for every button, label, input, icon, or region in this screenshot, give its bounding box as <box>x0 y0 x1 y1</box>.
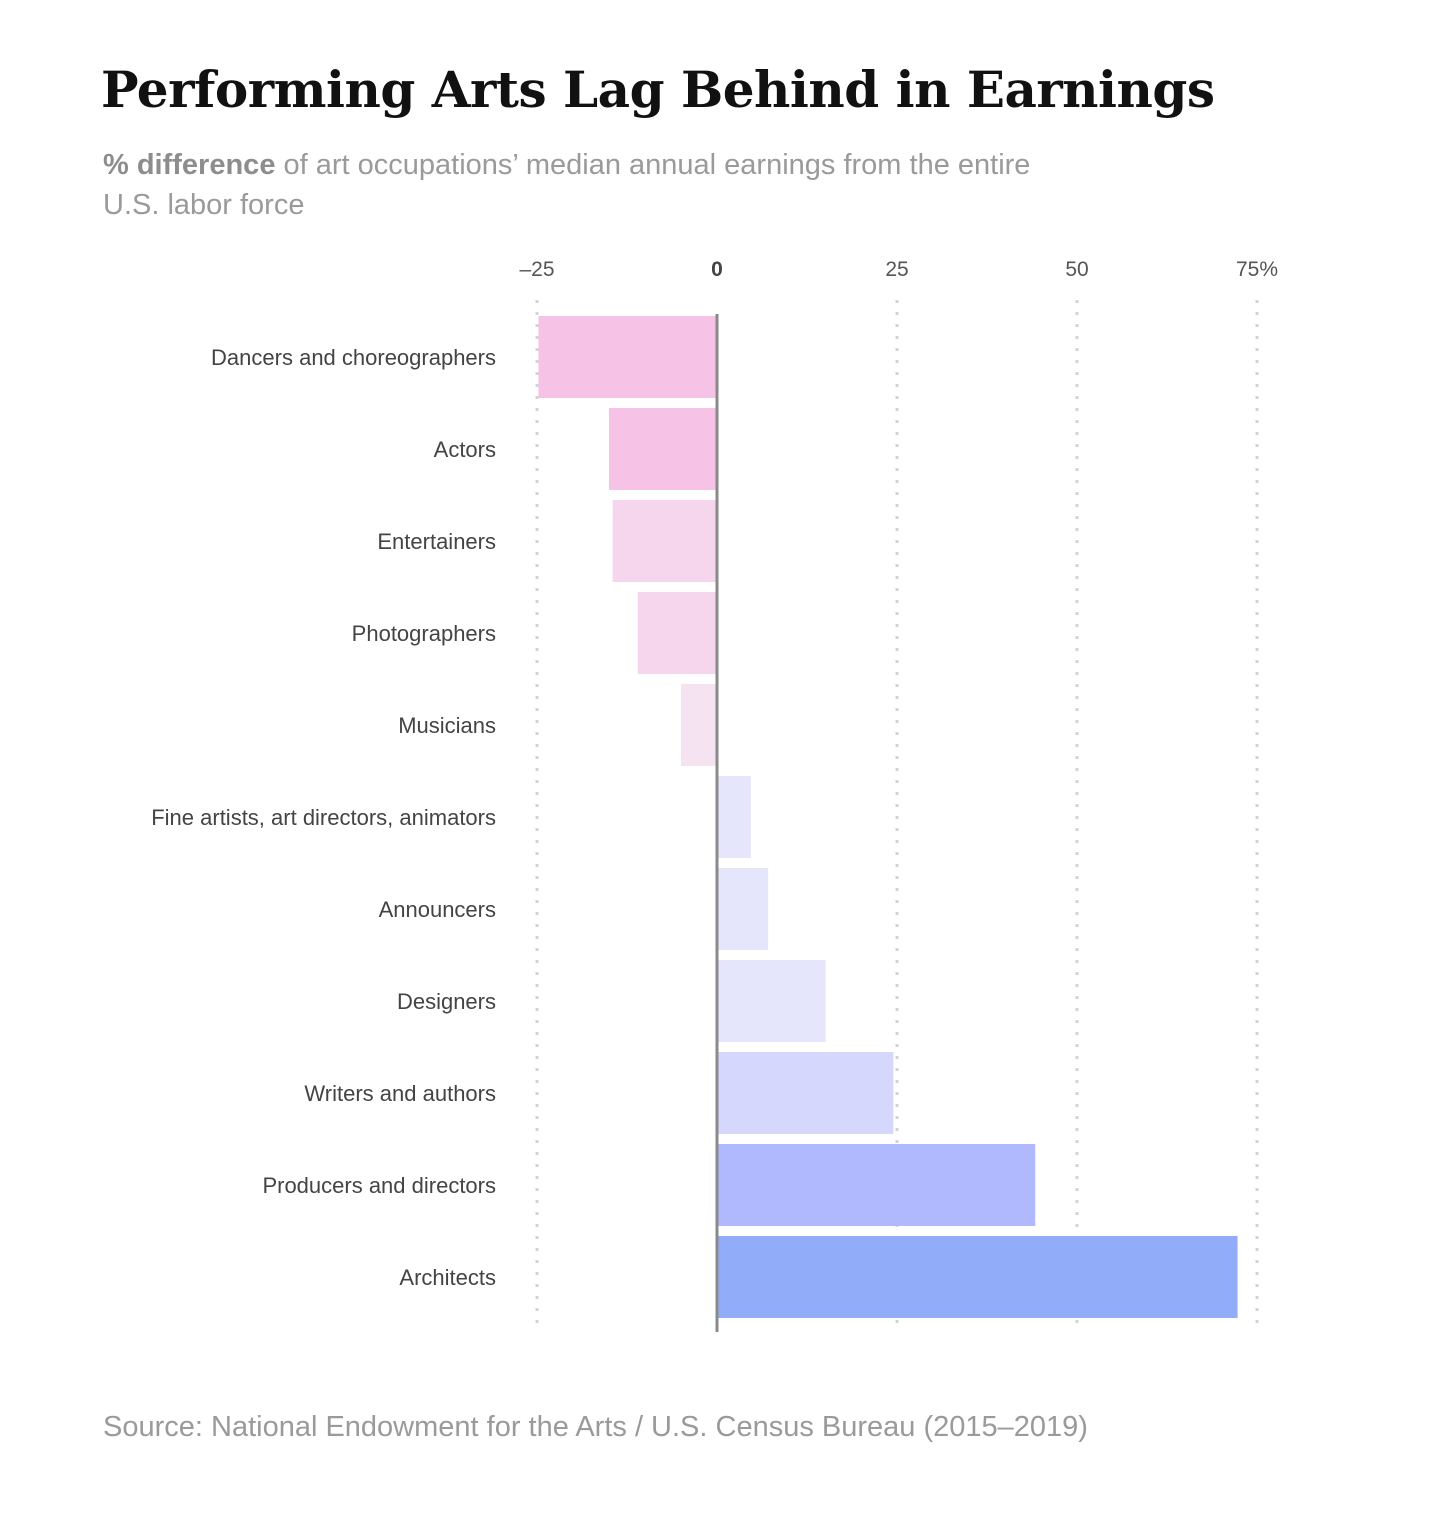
source-note: Source: National Endowment for the Arts … <box>103 1411 1088 1443</box>
bar-chart: –25 0 25 50 75% Dancers and choreographers Ac… <box>151 258 1278 1332</box>
category-label: Announcers <box>379 897 496 922</box>
category-labels: Dancers and choreographers Actors Entertai… <box>151 345 496 1290</box>
bar <box>637 592 717 674</box>
x-tick-label: 25 <box>885 258 908 281</box>
subtitle-text: of art occupations’ median annual earnin… <box>103 149 1031 221</box>
category-label: Fine artists, art directors, animators <box>151 805 496 830</box>
category-label: Entertainers <box>377 529 496 554</box>
x-tick-label: –25 <box>519 258 554 281</box>
bar <box>717 1236 1238 1318</box>
category-label: Architects <box>399 1265 496 1290</box>
x-tick-label: 75% <box>1236 258 1278 281</box>
gridlines <box>535 300 1259 1332</box>
x-tick-label: 0 <box>711 258 723 281</box>
bar <box>538 316 717 398</box>
bar <box>681 684 717 766</box>
category-label: Designers <box>397 989 496 1014</box>
category-label: Musicians <box>398 713 496 738</box>
bar <box>717 960 826 1042</box>
x-axis-ticks: –25 0 25 50 75% <box>519 258 1278 281</box>
category-label: Producers and directors <box>262 1173 496 1198</box>
chart-title: Performing Arts Lag Behind in Earnings <box>101 60 1215 119</box>
chart-subtitle: % difference of art occupations’ median … <box>103 145 1063 225</box>
bar <box>612 500 717 582</box>
bar <box>717 776 751 858</box>
category-label: Dancers and choreographers <box>211 345 496 370</box>
bar <box>717 1052 894 1134</box>
category-label: Writers and authors <box>304 1081 496 1106</box>
category-label: Actors <box>434 437 496 462</box>
bar <box>609 408 717 490</box>
bars <box>538 316 1238 1318</box>
subtitle-emphasis: % difference <box>103 149 276 181</box>
x-tick-label: 50 <box>1065 258 1088 281</box>
bar <box>717 868 769 950</box>
bar <box>717 1144 1036 1226</box>
category-label: Photographers <box>352 621 496 646</box>
